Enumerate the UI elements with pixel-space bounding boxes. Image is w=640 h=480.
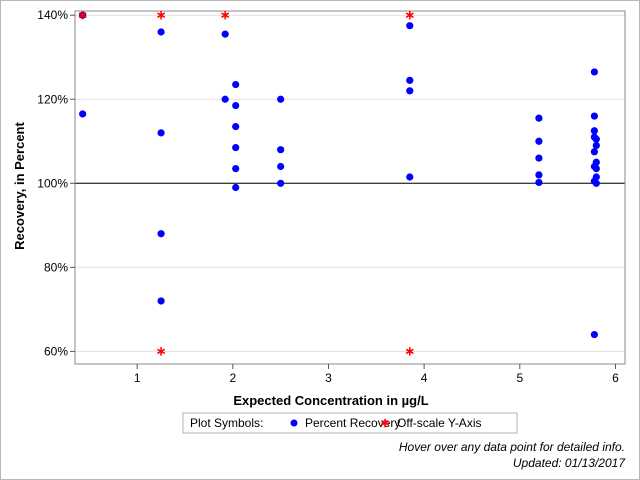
- off-scale-marker[interactable]: [221, 11, 230, 20]
- data-point[interactable]: [535, 171, 543, 179]
- off-scale-marker[interactable]: [157, 347, 166, 356]
- data-point[interactable]: [232, 183, 240, 192]
- data-point[interactable]: [232, 143, 240, 152]
- x-tick-label: 6: [612, 371, 619, 385]
- data-point[interactable]: [406, 22, 414, 30]
- y-tick-label: 100%: [37, 176, 68, 190]
- data-point[interactable]: [232, 80, 240, 89]
- data-point[interactable]: [232, 164, 240, 173]
- data-point[interactable]: [157, 129, 165, 137]
- legend: Plot Symbols: Percent Recovery Off-scale…: [182, 412, 518, 434]
- data-point[interactable]: [157, 230, 165, 238]
- x-tick-label: 4: [421, 371, 428, 385]
- data-point[interactable]: [590, 112, 598, 120]
- off-scale-marker[interactable]: [405, 347, 414, 356]
- x-tick-label: 1: [134, 371, 141, 385]
- data-point[interactable]: [277, 162, 285, 171]
- legend-dot-icon: [290, 419, 298, 427]
- y-axis-ticks: 60% 80% 100% 120% 140%: [37, 8, 75, 358]
- legend-title: Plot Symbols:: [190, 416, 263, 430]
- y-tick-label: 60%: [44, 344, 68, 358]
- off-scale-marker[interactable]: [157, 11, 166, 20]
- off-scale-marker[interactable]: [405, 11, 414, 20]
- y-tick-label: 120%: [37, 92, 68, 106]
- hover-note: Hover over any data point for detailed i…: [399, 440, 625, 454]
- data-point[interactable]: [406, 87, 414, 95]
- plot-area: [74, 10, 626, 365]
- x-axis-title: Expected Concentration in µg/L: [233, 393, 428, 408]
- data-point[interactable]: [592, 135, 600, 143]
- y-tick-label: 80%: [44, 260, 68, 274]
- off-scale-marker[interactable]: [78, 11, 87, 20]
- legend-box: [182, 412, 518, 434]
- data-point[interactable]: [592, 164, 600, 173]
- data-point[interactable]: [535, 114, 543, 122]
- data-point[interactable]: [590, 68, 598, 76]
- data-point[interactable]: [232, 122, 240, 131]
- data-point[interactable]: [592, 179, 600, 187]
- legend-entry-off-scale: Off-scale Y-Axis: [397, 416, 481, 430]
- data-point[interactable]: [79, 110, 87, 118]
- data-point[interactable]: [157, 297, 165, 305]
- data-point[interactable]: [277, 146, 285, 154]
- data-point[interactable]: [406, 76, 414, 84]
- data-point[interactable]: [277, 179, 285, 187]
- x-tick-label: 5: [516, 371, 523, 385]
- data-point[interactable]: [277, 95, 285, 103]
- data-point[interactable]: [535, 178, 543, 187]
- updated-date: Updated: 01/13/2017: [513, 456, 626, 470]
- data-point[interactable]: [590, 148, 598, 156]
- x-tick-label: 2: [229, 371, 236, 385]
- y-axis-title: Recovery, in Percent: [12, 122, 27, 250]
- data-point[interactable]: [221, 30, 229, 38]
- legend-entry-percent-recovery: Percent Recovery: [305, 416, 400, 430]
- data-points: [78, 11, 600, 356]
- data-point[interactable]: [590, 127, 598, 135]
- data-point[interactable]: [535, 137, 543, 145]
- x-tick-label: 3: [325, 371, 332, 385]
- data-point[interactable]: [590, 330, 598, 339]
- data-point[interactable]: [157, 28, 165, 36]
- data-point[interactable]: [592, 141, 600, 150]
- data-point[interactable]: [221, 95, 229, 103]
- data-point[interactable]: [406, 173, 414, 181]
- data-point[interactable]: [232, 101, 240, 110]
- x-axis-ticks: 1 2 3 4 5 6: [134, 364, 619, 385]
- legend-asterisk-icon: [380, 418, 390, 428]
- data-point[interactable]: [535, 154, 543, 162]
- y-tick-label: 140%: [37, 8, 68, 22]
